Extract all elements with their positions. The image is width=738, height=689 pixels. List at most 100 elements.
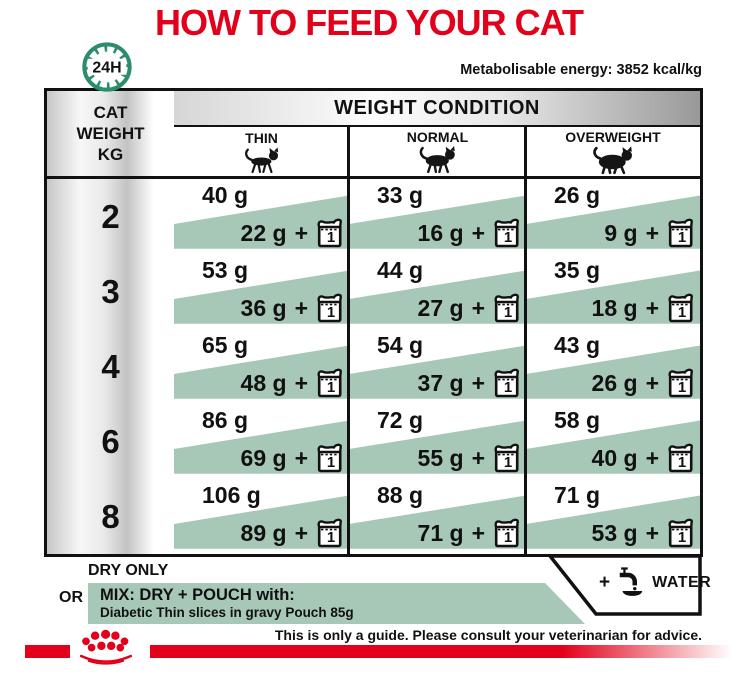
mix-grams: 22 g [240, 219, 287, 246]
feeding-cell: 26 g 9 g + 1 [526, 179, 700, 254]
pouch-count: 1 [677, 379, 687, 396]
weight-value: 8 [47, 479, 174, 554]
pouch-count: 1 [503, 379, 513, 396]
pouch-count: 1 [326, 304, 336, 321]
mix-amount: 36 g + 1 [241, 290, 344, 326]
dry-amount: 43 g [554, 332, 601, 358]
mix-grams: 89 g [240, 519, 287, 546]
plus-sign: + [294, 519, 308, 546]
royal-canin-crown-logo [79, 629, 133, 665]
pouch-icon: 1 [316, 292, 344, 324]
mix-legend-band: MIX: DRY + POUCH with: Diabetic Thin sli… [88, 583, 585, 624]
water-tap-bowl-icon [616, 567, 646, 599]
pouch-icon: 1 [667, 367, 695, 399]
disclaimer: This is only a guide. Please consult you… [274, 627, 702, 643]
water-box-outline [547, 554, 702, 616]
pouch-icon: 1 [667, 442, 695, 474]
feeding-cell: 53 g 36 g + 1 [174, 254, 349, 329]
mix-grams: 55 g [417, 444, 464, 471]
pouch-icon: 1 [493, 517, 521, 549]
pouch-icon: 1 [493, 292, 521, 324]
cat-weight-header: CAT WEIGHT KG [47, 91, 174, 179]
pouch-icon: 1 [667, 517, 695, 549]
feeding-cell: 88 g 71 g + 1 [349, 479, 526, 554]
pouch-count: 1 [677, 229, 687, 246]
dry-only-label: DRY ONLY [88, 562, 169, 579]
mix-amount: 89 g + 1 [241, 515, 344, 551]
mix-amount: 71 g + 1 [418, 515, 521, 551]
mix-grams: 16 g [417, 219, 464, 246]
weight-value: 6 [47, 404, 174, 479]
plus-sign: + [294, 444, 308, 471]
feeding-cell: 58 g 40 g + 1 [526, 404, 700, 479]
dry-amount: 33 g [377, 182, 424, 208]
pouch-icon: 1 [493, 217, 521, 249]
weight-value: 4 [47, 329, 174, 404]
feeding-cell: 86 g 69 g + 1 [174, 404, 349, 479]
brand-bar-right [150, 645, 738, 658]
weight-value: 2 [47, 179, 174, 254]
mix-amount: 37 g + 1 [418, 365, 521, 401]
mix-grams: 40 g [591, 444, 638, 471]
plus-sign: + [599, 572, 611, 593]
column-header-normal: NORMAL [349, 125, 526, 179]
mix-grams: 26 g [591, 369, 638, 396]
plus-sign: + [294, 294, 308, 321]
water-label: WATER [652, 574, 712, 591]
pouch-count: 1 [677, 529, 687, 546]
water-content: + WATER [599, 567, 711, 599]
feeding-cell: 71 g 53 g + 1 [526, 479, 700, 554]
plus-sign: + [645, 369, 659, 396]
mix-amount: 40 g + 1 [592, 440, 695, 476]
mix-grams: 9 g [604, 219, 638, 246]
dry-amount: 58 g [554, 407, 601, 433]
weight-condition-header: WEIGHT CONDITION [174, 91, 700, 125]
pouch-count: 1 [503, 229, 513, 246]
dry-amount: 72 g [377, 407, 424, 433]
pouch-icon: 1 [667, 292, 695, 324]
water-legend: + WATER [547, 554, 711, 618]
pouch-count: 1 [503, 304, 513, 321]
dry-amount: 35 g [554, 257, 601, 283]
pouch-count: 1 [326, 529, 336, 546]
cat-weight-line: KG [97, 145, 124, 165]
feeding-cell: 35 g 18 g + 1 [526, 254, 700, 329]
dry-amount: 86 g [202, 407, 249, 433]
column-divider [347, 125, 350, 554]
feeding-cell: 44 g 27 g + 1 [349, 254, 526, 329]
overweight-cat-icon [588, 146, 638, 175]
thin-cat-icon [240, 147, 284, 174]
mix-grams: 53 g [591, 519, 638, 546]
plus-sign: + [645, 219, 659, 246]
column-header-thin: THIN [174, 125, 349, 179]
pouch-icon: 1 [316, 217, 344, 249]
feeding-table: CAT WEIGHT KG WEIGHT CONDITION THIN NORM… [44, 88, 703, 557]
or-label: OR [59, 589, 83, 606]
dry-amount: 44 g [377, 257, 424, 283]
dry-amount: 71 g [554, 482, 601, 508]
mix-amount: 53 g + 1 [592, 515, 695, 551]
legend: DRY ONLY OR MIX: DRY + POUCH with: Diabe… [44, 554, 711, 625]
plus-sign: + [471, 294, 485, 321]
dry-amount: 88 g [377, 482, 424, 508]
mix-amount: 48 g + 1 [241, 365, 344, 401]
column-divider [524, 125, 527, 554]
24h-label: 24H [92, 59, 121, 76]
pouch-icon: 1 [316, 517, 344, 549]
cat-weight-line: CAT [93, 102, 128, 122]
pouch-count: 1 [503, 529, 513, 546]
energy-note: Metabolisable energy: 3852 kcal/kg [460, 62, 702, 78]
pouch-count: 1 [677, 304, 687, 321]
feeding-cell: 65 g 48 g + 1 [174, 329, 349, 404]
dry-amount: 26 g [554, 182, 601, 208]
dry-amount: 65 g [202, 332, 249, 358]
column-header-overweight: OVERWEIGHT [526, 125, 700, 179]
mix-grams: 37 g [417, 369, 464, 396]
plus-sign: + [645, 519, 659, 546]
mix-amount: 27 g + 1 [418, 290, 521, 326]
pouch-count: 1 [503, 454, 513, 471]
plus-sign: + [471, 219, 485, 246]
pouch-icon: 1 [316, 442, 344, 474]
mix-grams: 18 g [591, 294, 638, 321]
